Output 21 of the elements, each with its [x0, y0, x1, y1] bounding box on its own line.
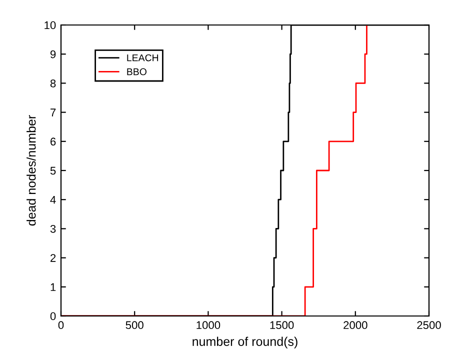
y-tick-label: 0	[50, 312, 56, 320]
x-tick-label: 1000	[196, 321, 220, 330]
y-tick-label: 9	[50, 50, 56, 58]
y-tick-label: 8	[50, 79, 56, 88]
y-tick-label: 3	[50, 224, 56, 233]
x-tick-label: 1500	[270, 321, 294, 330]
y-tick-label: 10	[44, 21, 56, 30]
x-axis-title: number of round(s)	[192, 336, 298, 348]
x-tick-label: 2500	[417, 321, 441, 330]
y-tick-label: 5	[50, 166, 56, 175]
y-axis-title: dead nodes/number	[26, 115, 36, 226]
y-tick-label: 6	[50, 138, 56, 146]
legend-label: BBO	[127, 68, 146, 76]
y-tick-label: 1	[50, 283, 56, 291]
legend-label: LEACH	[127, 54, 158, 62]
x-tick-label: 500	[126, 321, 144, 330]
y-tick-label: 4	[50, 196, 56, 204]
y-tick-label: 2	[50, 254, 56, 262]
x-tick-label: 2000	[344, 321, 368, 330]
y-tick-label: 7	[50, 108, 56, 116]
x-tick-label: 0	[58, 321, 64, 330]
